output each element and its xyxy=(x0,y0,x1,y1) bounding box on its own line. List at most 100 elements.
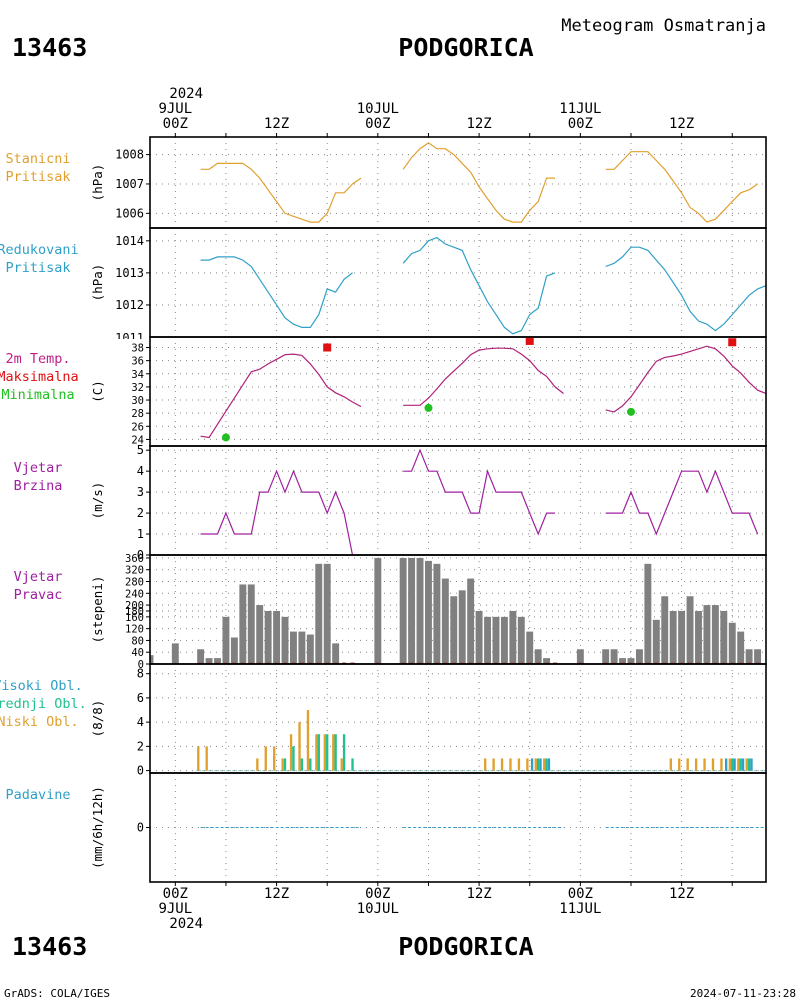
cloud-bar xyxy=(323,734,327,771)
wind-direction-bar xyxy=(230,637,238,664)
cloud-bar xyxy=(731,758,734,771)
y-tick-label: 180 xyxy=(125,606,144,618)
wind-direction-bar xyxy=(500,616,508,664)
cloud-bar xyxy=(483,758,487,771)
panel-frame xyxy=(149,663,767,774)
panel-frame xyxy=(149,336,767,447)
station-id-bottom: 13463 xyxy=(12,932,87,961)
y-tick-label: 3 xyxy=(137,485,144,499)
wind-direction-bar xyxy=(576,649,584,664)
wind-direction-bar xyxy=(197,649,205,664)
wind-direction-bar xyxy=(492,616,500,664)
y-tick-label: 0 xyxy=(137,821,144,835)
cloud-bar xyxy=(256,758,259,771)
time-label-bottom: 9JUL xyxy=(158,901,192,917)
time-label-bottom: 00Z xyxy=(568,886,593,902)
cloud-bar xyxy=(545,758,548,771)
panel-stanicni-pritisak: 1006 1007 1008 (hPa) Stanicni Pritisak xyxy=(5,136,767,229)
wind-direction-bar xyxy=(543,658,551,664)
footer-right: 2024-07-11-23:28 xyxy=(690,987,796,1000)
wind-direction-bar xyxy=(467,578,475,664)
wind-direction-bar xyxy=(323,563,331,664)
wind-direction-bar xyxy=(214,658,221,664)
series-line xyxy=(402,236,556,335)
max-temp-marker xyxy=(728,338,737,347)
series-line xyxy=(200,256,353,328)
time-label-bottom: 00Z xyxy=(163,886,188,902)
cloud-bar xyxy=(669,758,672,771)
wind-direction-bar xyxy=(247,584,255,664)
cloud-bar xyxy=(509,758,512,771)
wind-direction-bar xyxy=(256,605,264,664)
cloud-bar xyxy=(737,758,740,771)
series-line xyxy=(605,469,759,536)
max-temp-marker xyxy=(525,337,534,345)
cloud-bar xyxy=(517,758,521,771)
y-tick-label: 360 xyxy=(125,553,144,565)
wind-direction-bar xyxy=(332,643,340,664)
time-label-bottom: 12Z xyxy=(466,886,491,902)
cloud-bar xyxy=(306,710,310,771)
wind-direction-bar xyxy=(534,649,542,664)
wind-direction-bar xyxy=(728,622,736,664)
wind-direction-bar xyxy=(627,658,635,664)
time-label-bottom: 00Z xyxy=(365,886,390,902)
y-axis-title: (C) xyxy=(90,380,105,403)
cloud-bar xyxy=(747,758,751,771)
wind-direction-bar xyxy=(416,557,424,664)
y-tick-label: 4 xyxy=(137,715,144,729)
panel-padavine: 0 (mm/6h/12h) Padavine xyxy=(5,772,767,883)
y-tick-label: 1006 xyxy=(115,206,144,220)
wind-direction-bar xyxy=(695,610,702,664)
wind-direction-bar xyxy=(458,590,466,664)
panel-frame xyxy=(149,772,767,883)
panel-label: Maksimalna xyxy=(0,369,79,385)
cloud-bar xyxy=(283,758,287,771)
wind-direction-bar xyxy=(484,616,491,664)
cloud-bar xyxy=(703,758,706,771)
y-tick-label: 38 xyxy=(131,343,144,355)
cloud-bar xyxy=(351,758,354,771)
y-tick-label: 1014 xyxy=(115,234,144,248)
wind-direction-bar xyxy=(273,610,281,664)
wind-direction-bar xyxy=(509,610,517,664)
cloud-bar xyxy=(694,758,698,771)
wind-direction-bar xyxy=(171,643,179,664)
cloud-bar xyxy=(273,746,276,771)
series-line xyxy=(200,469,354,555)
y-tick-label: 1013 xyxy=(115,266,144,280)
wind-direction-bar xyxy=(526,631,534,664)
wind-direction-bar xyxy=(517,616,525,664)
cloud-bar xyxy=(264,746,267,771)
y-tick-label: 30 xyxy=(131,395,144,407)
y-tick-label: 80 xyxy=(131,635,144,647)
cloud-bar xyxy=(309,758,312,771)
time-label-top: 00Z xyxy=(568,116,593,132)
y-axis-title: (hPa) xyxy=(90,164,105,202)
wind-direction-bar xyxy=(669,610,677,664)
cloud-bar xyxy=(739,758,742,771)
time-label-top: 00Z xyxy=(163,116,188,132)
panel-label: Pravac xyxy=(14,587,63,603)
max-temp-marker xyxy=(323,343,332,352)
min-temp-marker xyxy=(221,433,230,442)
panel-label: 2m Temp. xyxy=(5,351,70,367)
station-name-top: PODGORICA xyxy=(398,33,533,62)
wind-direction-bar xyxy=(222,616,230,664)
wind-direction-bar xyxy=(610,649,618,664)
panel-label: Niski Obl. xyxy=(0,714,79,730)
wind-direction-bar xyxy=(686,596,694,664)
cloud-bar xyxy=(711,758,715,771)
panel-label: Pritisak xyxy=(5,260,70,276)
y-tick-label: 2 xyxy=(137,506,144,520)
wind-direction-bar xyxy=(264,610,272,664)
wind-direction-bar xyxy=(644,563,652,664)
panel-label: Brzina xyxy=(14,478,63,494)
y-axis-title: (m/s) xyxy=(90,482,105,520)
cloud-bar xyxy=(289,734,293,771)
cloud-bar xyxy=(332,734,335,771)
cloud-bar xyxy=(530,758,534,771)
panel-label: Vjetar xyxy=(14,460,63,476)
plot-area xyxy=(200,142,758,223)
